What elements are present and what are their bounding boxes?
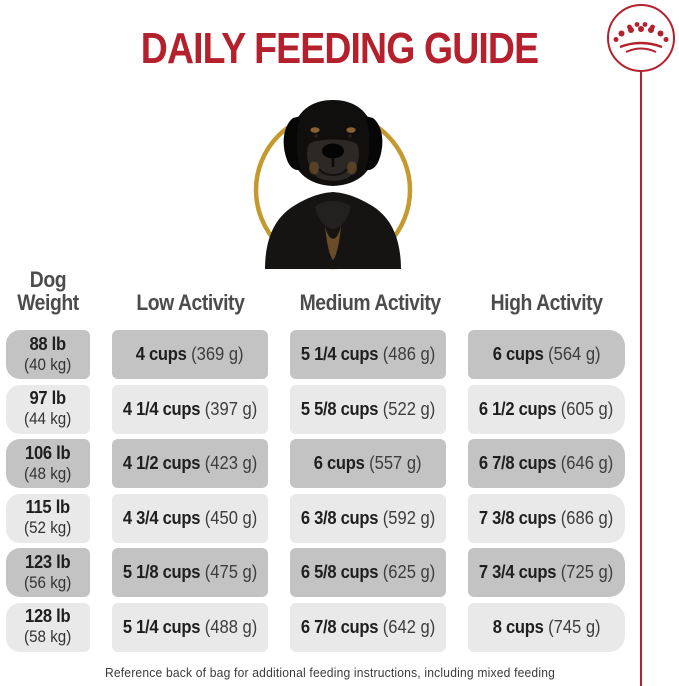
header-high-activity: High Activity [490, 290, 603, 315]
royal-canin-crown-icon [607, 4, 675, 72]
header-dog-weight: Dog Weight [17, 267, 79, 315]
low-activity-cell: 5 1/8 cups (475 g) [112, 548, 268, 597]
weight-cell: 97 lb (44 kg) [6, 384, 90, 434]
low-activity-cell: 5 1/4 cups (488 g) [112, 602, 268, 652]
medium-activity-cell: 6 7/8 cups (642 g) [290, 602, 446, 652]
low-activity-cell: 4 3/4 cups (450 g) [112, 493, 268, 543]
feeding-table: 88 lb (40 kg) 4 cups (369 g) 5 1/4 cups (48… [0, 330, 679, 652]
weight-cell: 106 lb (48 kg) [6, 439, 90, 488]
medium-activity-cell: 6 3/8 cups (592 g) [290, 493, 446, 543]
high-activity-cell: 6 1/2 cups (605 g) [468, 384, 625, 434]
crown-icon [613, 22, 669, 53]
weight-cell: 128 lb (58 kg) [6, 602, 90, 652]
table-row: 88 lb (40 kg) 4 cups (369 g) 5 1/4 cups (48… [0, 330, 679, 379]
medium-activity-cell: 6 cups (557 g) [290, 439, 446, 488]
rottweiler-portrait-icon [253, 100, 413, 270]
page-title: DAILY FEEDING GUIDE [140, 24, 539, 73]
table-row: 128 lb (58 kg) 5 1/4 cups (488 g) 6 7/8 cu… [0, 602, 679, 652]
brand-rule [640, 72, 642, 686]
high-activity-cell: 6 cups (564 g) [468, 330, 625, 379]
high-activity-cell: 6 7/8 cups (646 g) [468, 439, 625, 488]
low-activity-cell: 4 cups (369 g) [112, 330, 268, 379]
weight-cell: 123 lb (56 kg) [6, 548, 90, 597]
weight-cell: 115 lb (52 kg) [6, 493, 90, 543]
medium-activity-cell: 5 1/4 cups (486 g) [290, 330, 446, 379]
rottweiler-illustration [243, 88, 423, 270]
table-row: 123 lb (56 kg) 5 1/8 cups (475 g) 6 5/8 cu… [0, 548, 679, 597]
table-row: 115 lb (52 kg) 4 3/4 cups (450 g) 6 3/8 cu… [0, 493, 679, 543]
high-activity-cell: 8 cups (745 g) [468, 602, 625, 652]
high-activity-cell: 7 3/4 cups (725 g) [468, 548, 625, 597]
table-row: 106 lb (48 kg) 4 1/2 cups (423 g) 6 cups (5… [0, 439, 679, 488]
low-activity-cell: 4 1/4 cups (397 g) [112, 384, 268, 434]
header-medium-activity: Medium Activity [299, 290, 442, 315]
weight-cell: 88 lb (40 kg) [6, 330, 90, 379]
table-row: 97 lb (44 kg) 4 1/4 cups (397 g) 5 5/8 cup… [0, 384, 679, 434]
footnote: Reference back of bag for additional fee… [104, 665, 556, 680]
header-low-activity: Low Activity [135, 290, 245, 315]
table-header-row: Dog Weight Low Activity Medium Activity H… [0, 258, 679, 314]
medium-activity-cell: 5 5/8 cups (522 g) [290, 384, 446, 434]
high-activity-cell: 7 3/8 cups (686 g) [468, 493, 625, 543]
medium-activity-cell: 6 5/8 cups (625 g) [290, 548, 446, 597]
low-activity-cell: 4 1/2 cups (423 g) [112, 439, 268, 488]
